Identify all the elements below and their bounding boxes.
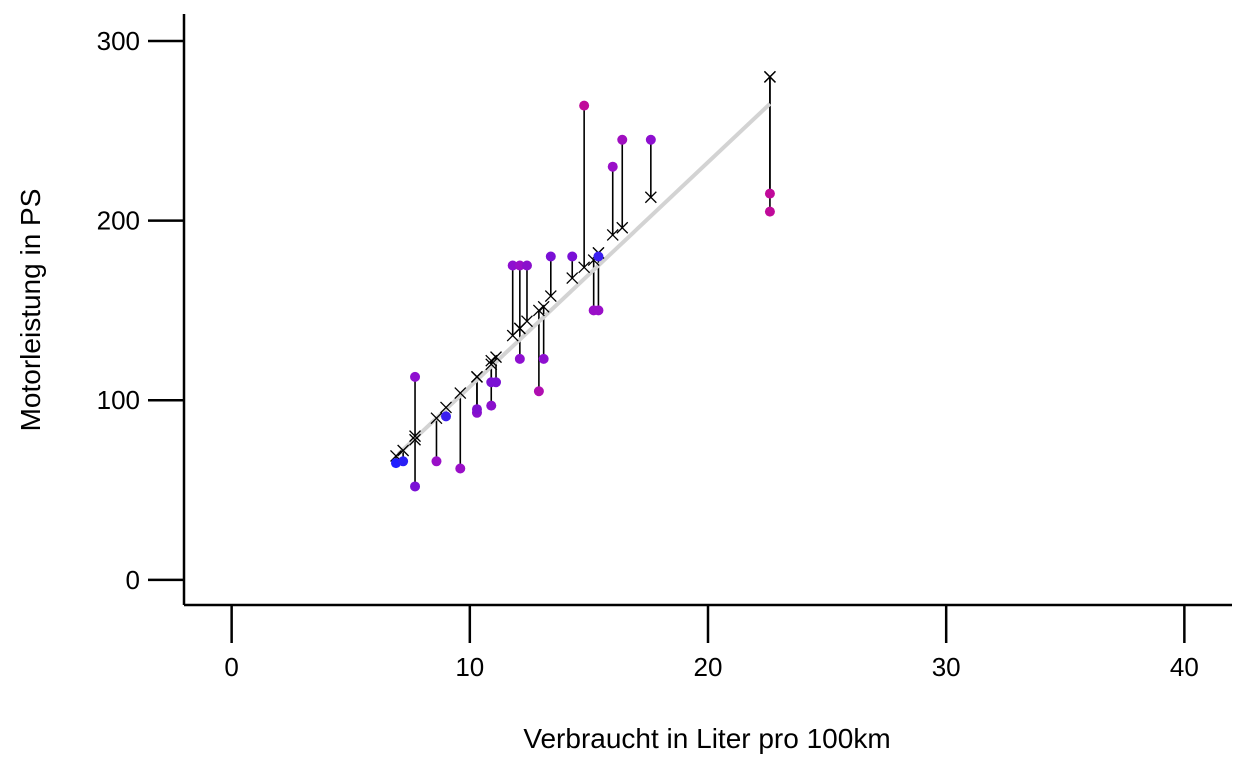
predicted-marker	[616, 221, 629, 234]
data-point	[567, 251, 578, 262]
data-point	[455, 463, 466, 474]
x-tick-label: 0	[224, 652, 238, 682]
x-axis-ticks: 0 10 20 30 40	[224, 605, 1199, 682]
regression-line-group	[396, 102, 772, 456]
data-point	[521, 260, 532, 271]
predicted-marker	[485, 358, 498, 371]
data-point	[410, 481, 421, 492]
x-axis-title: Verbraucht in Liter pro 100km	[523, 723, 890, 754]
predicted-marker	[532, 304, 545, 317]
data-point	[607, 161, 618, 172]
data-point	[491, 377, 502, 388]
data-point	[593, 305, 604, 316]
predicted-marker	[409, 430, 421, 443]
predicted-markers	[390, 70, 776, 462]
x-tick-label: 40	[1170, 652, 1199, 682]
data-point	[431, 456, 442, 467]
data-point	[538, 353, 549, 364]
data-point	[764, 188, 775, 199]
y-tick-label: 100	[97, 385, 140, 415]
data-point	[617, 134, 628, 145]
predicted-marker	[537, 300, 550, 313]
data-point	[410, 371, 421, 382]
data-point	[441, 411, 451, 422]
y-tick-label: 200	[97, 206, 140, 236]
predicted-marker	[397, 444, 410, 457]
predicted-marker	[544, 290, 557, 302]
regression-line	[396, 102, 772, 456]
y-tick-label: 0	[126, 565, 140, 595]
y-axis-title: Motorleistung in PS	[15, 189, 46, 432]
predicted-marker	[763, 70, 776, 83]
x-tick-label: 20	[694, 652, 723, 682]
data-point	[514, 353, 525, 364]
data-point	[514, 260, 525, 271]
data-point	[764, 206, 775, 217]
data-point	[593, 251, 604, 262]
predicted-marker	[440, 401, 452, 414]
data-point	[471, 404, 482, 415]
data-point	[398, 456, 409, 467]
data-points	[390, 100, 775, 492]
predicted-marker	[644, 191, 657, 204]
y-tick-label: 300	[97, 26, 140, 56]
data-point	[645, 134, 656, 145]
data-point	[545, 251, 556, 262]
data-point	[486, 400, 497, 411]
predicted-marker	[454, 387, 467, 399]
y-axis-ticks: 0 100 200 300	[97, 26, 184, 595]
predicted-marker	[430, 412, 443, 425]
data-point	[533, 386, 544, 397]
predicted-marker	[490, 351, 502, 364]
predicted-marker	[578, 261, 591, 274]
predicted-marker	[471, 370, 483, 383]
predicted-marker	[521, 315, 533, 328]
data-point	[579, 100, 590, 111]
x-tick-label: 30	[932, 652, 961, 682]
predicted-marker	[566, 272, 579, 285]
axes	[182, 14, 1232, 607]
predicted-marker	[409, 433, 421, 446]
data-point	[507, 260, 518, 271]
predicted-marker	[485, 354, 498, 367]
x-tick-label: 10	[455, 652, 484, 682]
predicted-marker	[606, 228, 619, 241]
